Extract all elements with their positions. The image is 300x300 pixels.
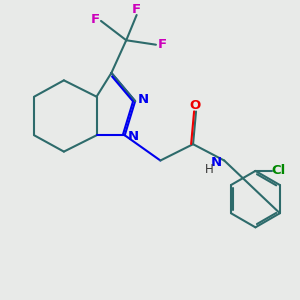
Text: Cl: Cl [271, 164, 285, 177]
Text: F: F [91, 13, 100, 26]
Text: N: N [138, 93, 149, 106]
Text: F: F [132, 3, 141, 16]
Text: N: N [210, 155, 221, 169]
Text: O: O [190, 99, 201, 112]
Text: F: F [158, 38, 167, 51]
Text: N: N [128, 130, 139, 143]
Text: H: H [204, 163, 213, 176]
